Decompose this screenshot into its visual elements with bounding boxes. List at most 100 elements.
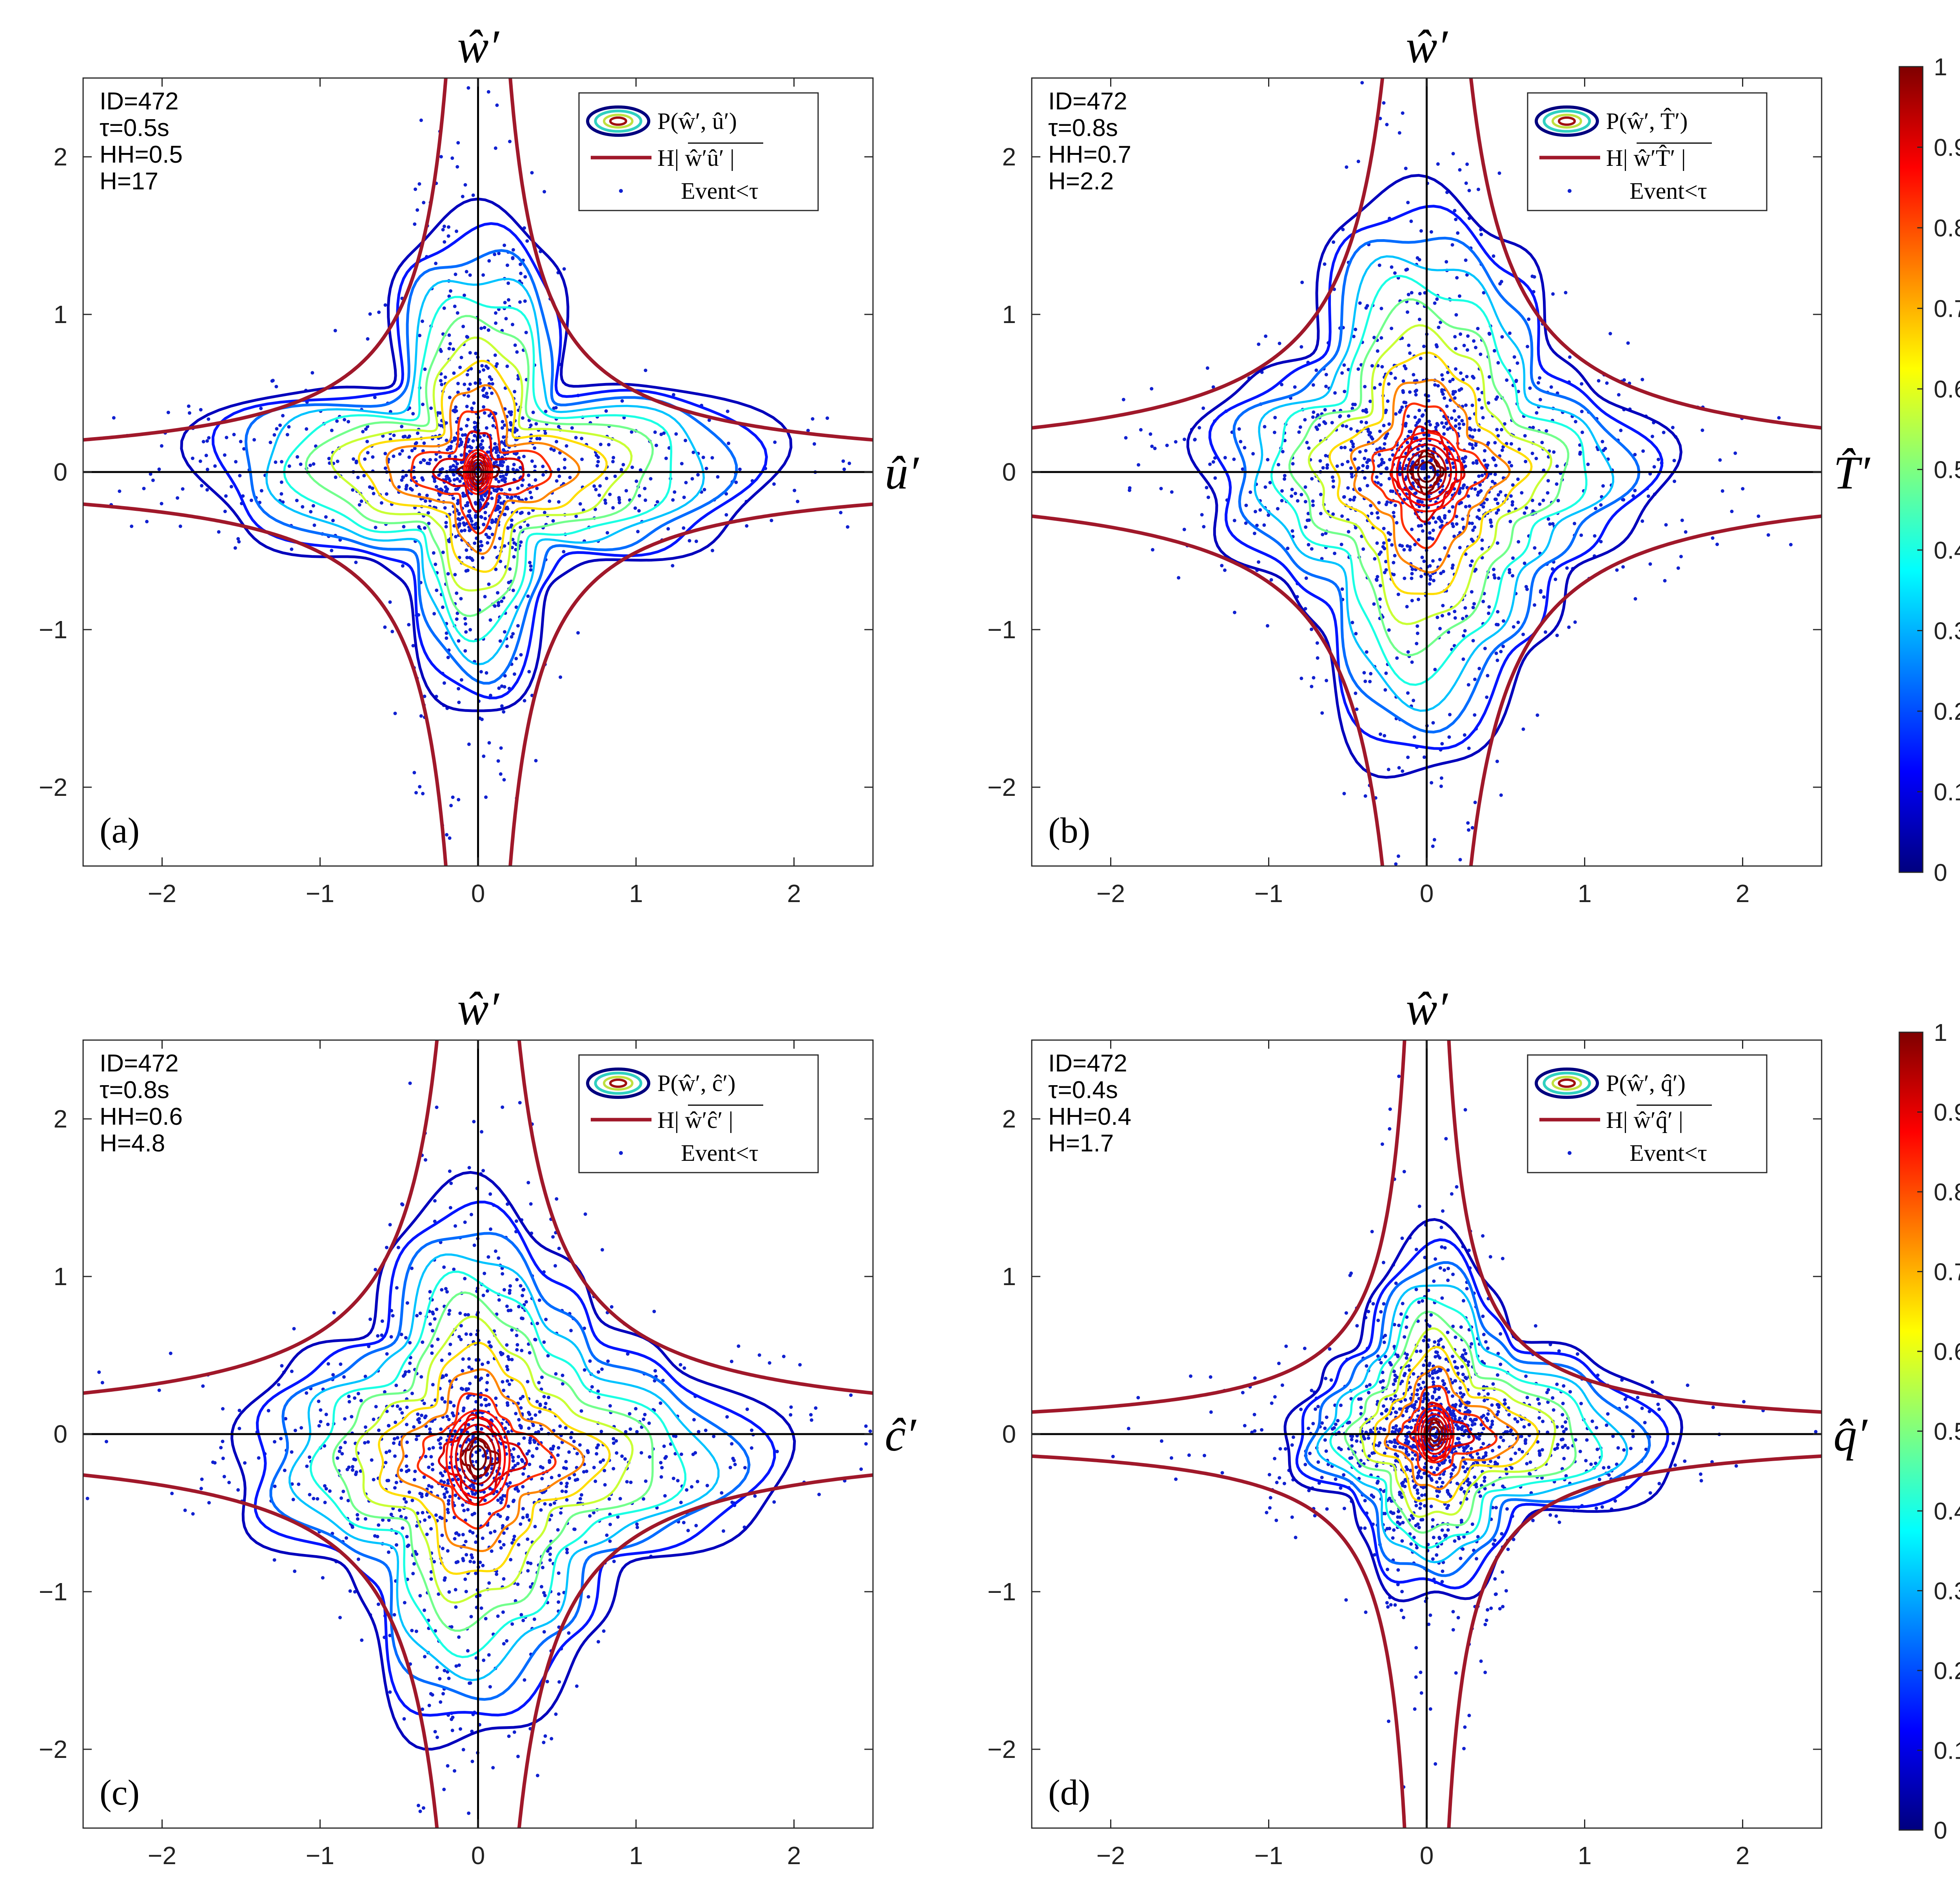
event-point [490,532,494,536]
event-point [1597,379,1601,383]
event-point [570,426,574,430]
event-point [1383,1451,1387,1455]
event-point [503,480,507,484]
event-point [452,473,456,477]
event-point [552,406,556,410]
event-point [1410,291,1414,295]
event-point [497,1256,501,1260]
event-point [1419,229,1423,233]
event-point [1523,511,1526,515]
event-point [1622,378,1626,382]
event-point [572,1473,576,1476]
event-point [170,1491,174,1495]
event-point [538,1410,542,1414]
event-point [1418,1506,1422,1510]
event-point [385,492,388,496]
event-point [526,473,530,477]
event-point [535,437,539,441]
event-point [465,405,469,409]
event-point [446,1507,450,1511]
event-point [345,1536,348,1540]
event-point [1419,1476,1423,1480]
event-point [1363,476,1367,480]
event-point [412,771,416,775]
event-point [1413,416,1417,419]
event-point [1573,420,1577,423]
event-point [459,529,463,533]
event-point [1428,531,1432,535]
event-point [383,625,387,629]
event-point [305,427,309,431]
event-point [498,537,502,540]
event-point [1463,1108,1467,1112]
event-point [642,1417,646,1421]
event-point [1447,1455,1451,1459]
event-point [612,1560,616,1563]
event-point [1303,485,1307,489]
event-point [1711,536,1715,540]
event-point [1412,373,1416,377]
event-point [1607,1473,1611,1477]
event-point [1460,419,1464,423]
event-point [446,1482,450,1485]
event-point [1375,541,1379,545]
event-point [679,1453,683,1456]
event-point [440,1288,444,1292]
event-point [1396,1568,1400,1572]
event-point [447,477,451,481]
event-point [1427,419,1431,423]
event-point [1421,1299,1425,1303]
event-point [1393,1430,1397,1434]
legend-label-density: P(ŵ′, ĉ′) [657,1070,736,1096]
event-point [1376,511,1379,515]
event-point [518,1423,522,1427]
event-point [1262,523,1266,527]
event-point [1544,429,1548,433]
event-point [1406,691,1410,695]
event-point [1393,554,1397,557]
event-point [498,1540,502,1543]
event-point [1452,534,1456,538]
event-point [224,494,228,498]
event-point [502,778,506,782]
event-point [630,465,634,469]
info-line: HH=0.5 [100,141,183,168]
legend-contour-icon [603,114,633,129]
event-point [1436,423,1440,427]
event-point [1508,331,1512,335]
event-point [527,670,531,674]
event-point [498,639,502,643]
event-point [1663,579,1667,583]
event-point [592,484,596,488]
event-point [1363,1526,1367,1530]
event-point [809,1413,813,1417]
event-point [433,1317,437,1321]
event-point [516,486,520,490]
event-point [601,1248,604,1252]
event-point [796,499,800,503]
event-point [448,836,452,840]
event-point [398,452,402,456]
event-point [527,483,531,487]
event-point [1599,503,1603,507]
event-point [333,329,337,332]
event-point [1555,464,1559,468]
event-point [584,1540,588,1544]
event-point [1671,426,1675,429]
event-point [481,556,485,560]
event-point [1486,674,1490,677]
contour-level-10 [417,1392,557,1530]
event-point [485,1381,489,1385]
event-point [573,1478,577,1482]
event-point [487,1653,491,1657]
event-point [317,1424,321,1428]
event-point [452,1267,456,1271]
event-point [293,1429,297,1433]
event-point [504,317,508,321]
event-point [1482,291,1486,295]
event-point [412,476,416,479]
event-point [1359,420,1363,424]
event-point [287,464,291,468]
event-point [1555,482,1559,486]
event-point [603,498,607,502]
